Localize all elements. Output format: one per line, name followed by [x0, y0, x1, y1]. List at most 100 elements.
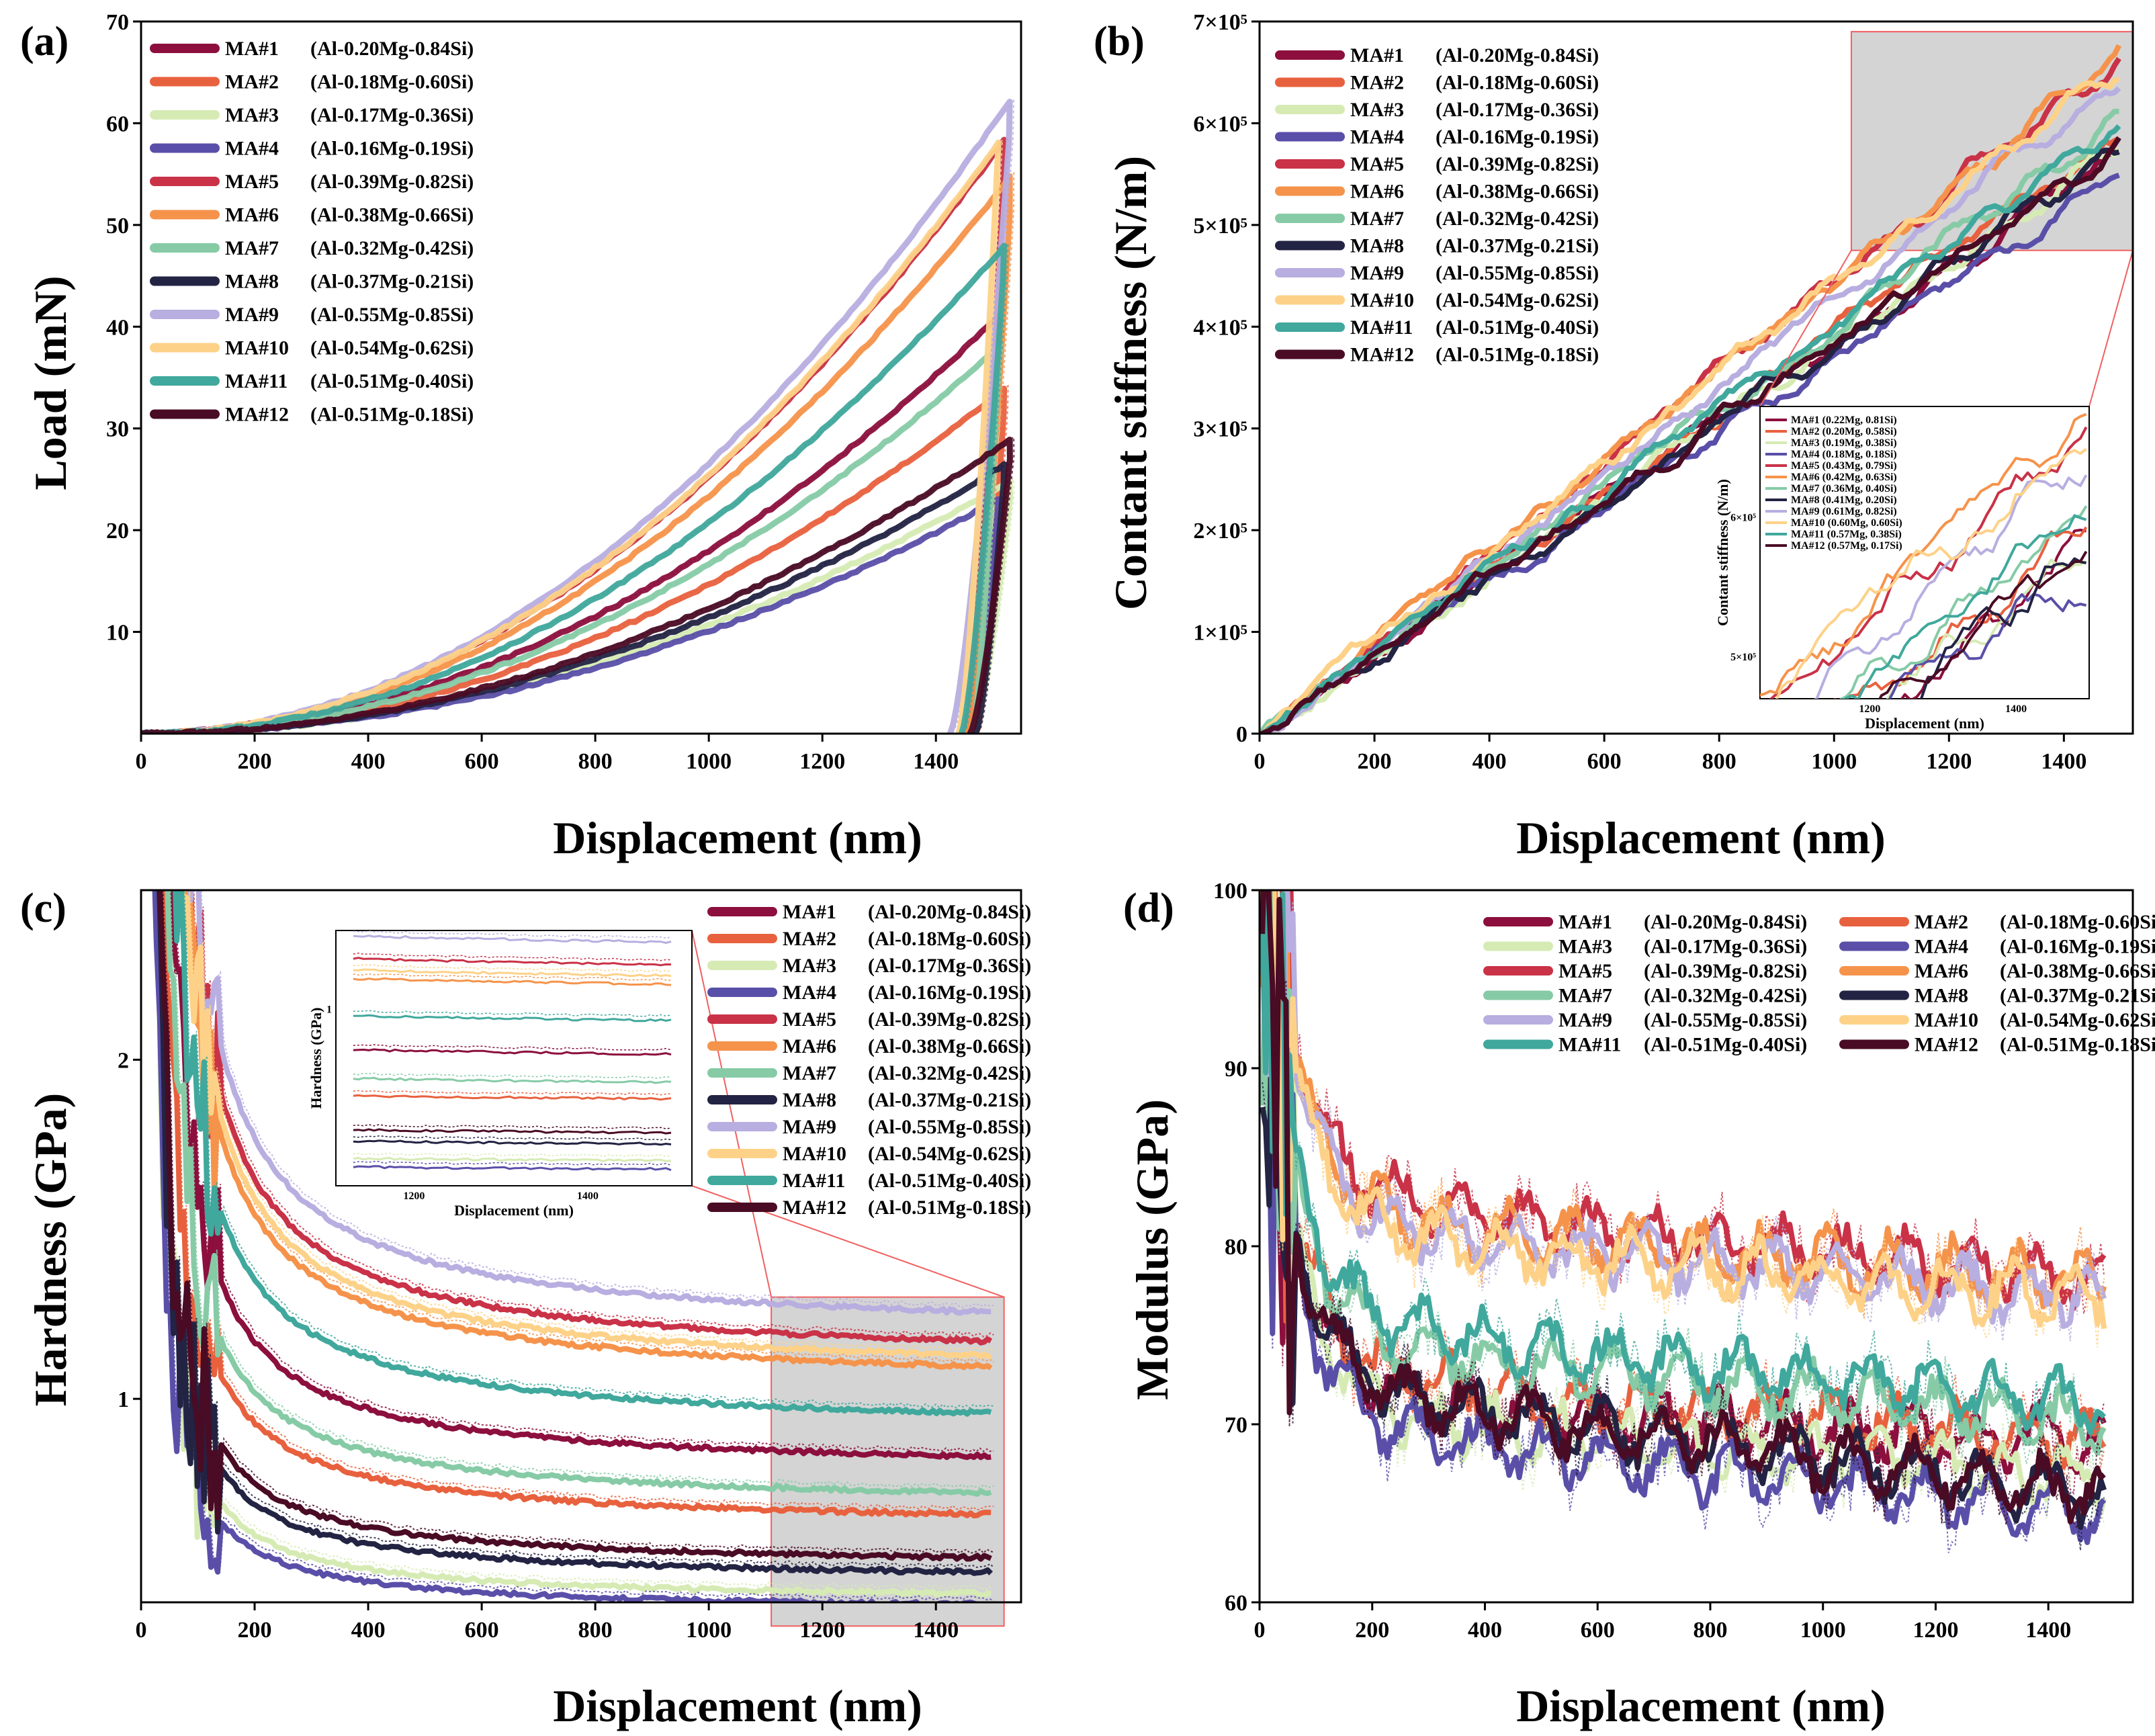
inset-series-replicate [353, 964, 672, 972]
legend-label: (Al-0.38Mg-0.66Si) [2000, 960, 2155, 982]
y-tick-label: 1 [118, 1387, 129, 1412]
legend-name: MA#8 [225, 271, 279, 293]
y-tick-label: 60 [1225, 1591, 1247, 1616]
legend-label: (Al-0.54Mg-0.62Si) [310, 337, 474, 359]
series-replicate [144, 341, 1004, 732]
legend-label: (Al-0.37Mg-0.21Si) [310, 271, 474, 293]
panel-d-xlabel: Displacement (nm) [1516, 1680, 1886, 1731]
legend-label: (Al-0.20Mg-0.84Si) [1436, 44, 1599, 67]
inset-series-curve [353, 1076, 672, 1084]
x-tick-label: 1200 [799, 749, 845, 774]
series-curve [152, 890, 983, 1602]
legend-name: MA#12 [1915, 1034, 1978, 1056]
x-tick-label: 0 [1254, 749, 1266, 774]
y-tick-label: 7×10⁵ [1193, 10, 1247, 35]
x-tick-label: 1000 [686, 749, 732, 774]
legend-name: MA#11 [783, 1170, 845, 1192]
inset-series-curve [1886, 558, 2087, 699]
x-tick-label: 800 [578, 749, 613, 774]
legend-name: MA#1 [1558, 911, 1612, 933]
x-tick-label: 0 [1254, 1618, 1266, 1643]
y-tick-label: 40 [106, 315, 129, 340]
inset-legend-label: MA#2 (0.20Mg, 0.58Si) [1791, 426, 1897, 437]
legend-label: (Al-0.39Mg-0.82Si) [1436, 153, 1599, 175]
inset-series-curve [353, 1165, 672, 1172]
series-replicate [162, 890, 994, 1555]
inset-legend-label: MA#9 (0.61Mg, 0.82Si) [1791, 506, 1897, 517]
panel-d-curves [1260, 890, 2107, 1553]
inset-series-replicate [353, 973, 672, 981]
legend-label: (Al-0.37Mg-0.21Si) [2000, 985, 2155, 1007]
series-curve [1260, 124, 2121, 734]
legend-name: MA#6 [1350, 181, 1404, 203]
inset-series-replicate [353, 1161, 672, 1166]
legend-name: MA#8 [783, 1089, 836, 1111]
legend-label: (Al-0.32Mg-0.42Si) [310, 237, 474, 259]
series-curve [155, 890, 992, 1598]
legend-name: MA#12 [783, 1197, 846, 1219]
panel-1-frame [1258, 20, 2134, 735]
legend-name: MA#2 [225, 71, 279, 93]
legend-label: (Al-0.20Mg-0.84Si) [868, 901, 1031, 923]
series-replicate [145, 241, 1009, 732]
series-curve [141, 436, 1013, 734]
legend-name: MA#9 [783, 1116, 836, 1138]
x-tick-label: 200 [238, 1618, 272, 1643]
legend-name: MA#1 [1350, 44, 1404, 67]
legend-name: MA#1 [225, 38, 279, 60]
panel-b-axes: 0 200 400 600 800 1000 1200 1400 0 1×10⁵ 2×10⁵ 3×10… [1193, 10, 2134, 774]
y-tick-label: 2 [118, 1048, 129, 1073]
x-tick-label: 1200 [799, 1618, 845, 1643]
x-tick-label: 1000 [686, 1618, 732, 1643]
inset-x-tick-label: 1400 [577, 1190, 599, 1202]
series-curve [156, 890, 994, 1576]
inset-series-replicate [353, 1124, 672, 1129]
series-curve [1265, 890, 2107, 1330]
inset-series-curve [353, 1094, 672, 1101]
inset-legend-label: MA#6 (0.42Mg, 0.63Si) [1791, 472, 1897, 483]
legend-name: MA#4 [225, 138, 279, 160]
inset-xlabel: Displacement (nm) [1865, 715, 1984, 732]
panel-a-letter: (a) [20, 19, 69, 64]
series-replicate [185, 890, 994, 1363]
x-tick-label: 1400 [913, 1618, 959, 1643]
legend-name: MA#12 [225, 404, 289, 426]
legend-label: (Al-0.17Mg-0.36Si) [310, 104, 474, 126]
series-curve [183, 890, 993, 1346]
panel-c-axes: 0 200 400 600 800 1000 1200 1400 1 2 [118, 889, 1022, 1643]
legend-name: MA#1 [783, 901, 836, 923]
legend-name: MA#12 [1350, 344, 1414, 366]
panel-b-series [1260, 31, 2134, 734]
legend-label: (Al-0.55Mg-0.85Si) [1436, 262, 1599, 284]
series-curve [1260, 44, 2122, 734]
inset-legend-label: MA#3 (0.19Mg, 0.38Si) [1791, 437, 1897, 449]
series-curve [179, 890, 993, 1371]
legend-name: MA#7 [783, 1062, 836, 1084]
panel-b-letter: (b) [1094, 19, 1145, 64]
y-tick-label: 80 [1225, 1235, 1247, 1260]
legend-name: MA#7 [225, 237, 279, 259]
legend-label: (Al-0.18Mg-0.60Si) [2000, 911, 2155, 933]
panel-d-letter: (d) [1123, 885, 1174, 931]
inset-series-replicate [353, 1010, 672, 1017]
x-tick-label: 600 [465, 749, 499, 774]
series-curve [187, 890, 992, 1316]
legend-label: (Al-0.39Mg-0.82Si) [1644, 960, 1807, 982]
inset-series-curve [1888, 593, 2087, 699]
panel-c-hardness: (c) 0 200 400 600 800 1000 1200 1400 1 2 Displace… [20, 885, 1031, 1731]
x-tick-label: 0 [136, 1618, 147, 1643]
legend-name: MA#3 [225, 104, 279, 126]
inset-series-curve [1844, 514, 2087, 699]
y-tick-label: 100 [1213, 879, 1247, 904]
series-replicate [145, 137, 1004, 732]
inset-series-curve [353, 1014, 672, 1023]
x-tick-label: 600 [465, 1618, 499, 1643]
legend-name: MA#5 [225, 171, 279, 193]
panel-b-legend: MA#1 (Al-0.20Mg-0.84Si) MA#2 (Al-0.18Mg-0.6… [1275, 44, 1599, 366]
x-tick-label: 800 [1693, 1618, 1727, 1643]
panel-b-inset: MA#1 (0.22Mg, 0.81Si)MA#2 (0.20Mg, 0.58S… [1714, 406, 2090, 732]
legend-name: MA#4 [783, 982, 836, 1004]
x-tick-label: 600 [1587, 749, 1622, 774]
legend-label: (Al-0.51Mg-0.18Si) [868, 1197, 1031, 1219]
inset-series-curve [353, 957, 672, 967]
